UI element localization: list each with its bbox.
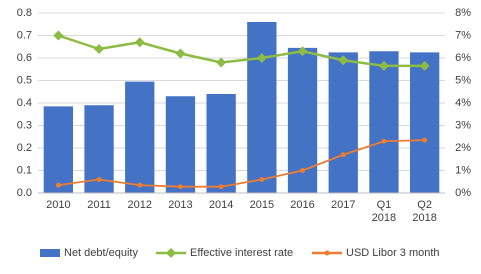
- bar: [328, 52, 358, 193]
- y2-tick-label: 3%: [455, 119, 471, 131]
- bar: [43, 106, 74, 193]
- bar: [206, 94, 236, 193]
- marker: [96, 177, 102, 182]
- marker: [300, 168, 306, 173]
- marker: [381, 138, 387, 144]
- x-tick-label: 2017: [331, 199, 356, 211]
- bar: [247, 22, 277, 193]
- marker: [137, 182, 143, 188]
- marker: [340, 152, 346, 158]
- x-tick-label: 2011: [87, 199, 111, 211]
- legend-label: Net debt/equity: [64, 247, 138, 259]
- y2-tick-label: 1%: [455, 164, 471, 176]
- y2-tick-label: 7%: [455, 29, 471, 41]
- marker: [256, 53, 267, 63]
- y2-tick-label: 5%: [455, 74, 471, 86]
- y2-tick-label: 6%: [455, 52, 471, 64]
- y-tick-label: 0.6: [17, 52, 32, 64]
- x-tick-label: Q2 2018: [412, 199, 437, 224]
- y2-tick-label: 0%: [455, 187, 471, 199]
- bar: [125, 81, 155, 193]
- x-tick-label: 2012: [127, 199, 152, 211]
- marker: [177, 184, 183, 190]
- legend-marker: [166, 248, 176, 258]
- y-tick-label: 0.8: [17, 7, 32, 19]
- marker: [338, 55, 349, 66]
- marker: [175, 48, 186, 59]
- marker: [53, 30, 64, 41]
- y2-tick-label: 2%: [455, 142, 471, 154]
- x-tick-label: 2013: [168, 199, 193, 211]
- x-tick-label: Q1 2018: [371, 199, 397, 224]
- y-tick-label: 0.4: [17, 97, 32, 109]
- y-tick-label: 0.7: [17, 29, 32, 41]
- bar: [409, 52, 440, 193]
- y-tick-label: 0.2: [17, 142, 32, 154]
- marker: [216, 57, 227, 68]
- y-tick-label: 0.5: [17, 74, 32, 86]
- x-tick-label: 2010: [46, 199, 71, 211]
- y-tick-label: 0.0: [17, 187, 32, 199]
- legend-label: Effective interest rate: [190, 247, 293, 259]
- marker: [259, 177, 265, 182]
- legend-swatch: [40, 249, 60, 257]
- marker: [419, 60, 430, 71]
- y2-tick-label: 4%: [455, 97, 471, 109]
- y-tick-label: 0.3: [17, 119, 32, 131]
- bar: [165, 96, 196, 193]
- legend-marker: [324, 250, 330, 256]
- marker: [297, 46, 308, 57]
- x-tick-label: 2016: [290, 199, 315, 211]
- marker: [55, 182, 61, 188]
- x-tick-label: 2015: [249, 199, 275, 211]
- line: [57, 34, 425, 68]
- legend-label: USD Libor 3 month: [346, 247, 440, 259]
- marker: [378, 60, 389, 71]
- marker: [134, 37, 145, 48]
- y-tick-label: 0.1: [17, 164, 32, 176]
- marker: [94, 44, 105, 54]
- marker: [218, 184, 224, 190]
- marker: [422, 137, 428, 143]
- bar: [369, 51, 399, 193]
- x-tick-label: 2014: [208, 199, 234, 211]
- y2-tick-label: 8%: [455, 7, 471, 19]
- line: [58, 139, 425, 188]
